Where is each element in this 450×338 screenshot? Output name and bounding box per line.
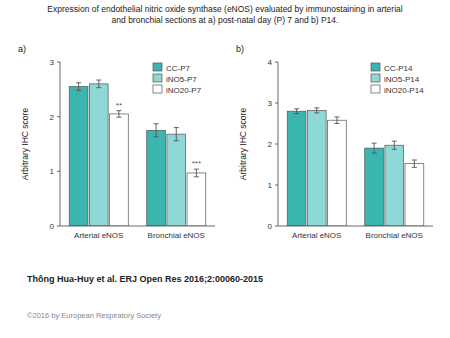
x-tick-label: Bronchial eNOS: [148, 231, 205, 240]
y-tick: [275, 144, 278, 145]
error-bar-path: [412, 160, 417, 167]
error-bar: [392, 141, 397, 149]
title: Expression of endothelial nitric oxide s…: [47, 4, 402, 14]
y-tick: [275, 226, 278, 227]
error-bar: [154, 124, 159, 137]
y-tick: [57, 62, 60, 63]
y-axis-label: Arbitrary IHC score: [20, 108, 30, 181]
y-tick-label: 1: [50, 167, 55, 176]
error-bar-path: [314, 108, 319, 113]
error-bar-path: [194, 169, 199, 177]
y-tick-label: 2: [50, 113, 55, 122]
legend-swatch: [371, 74, 380, 82]
error-bar: [314, 108, 319, 113]
error-bar-path: [392, 141, 397, 149]
y-tick: [57, 226, 60, 227]
x-tick-label: Arterial eNOS: [74, 231, 123, 240]
copyright: ©2016 by European Respiratory Society: [27, 311, 161, 320]
error-bar-path: [76, 83, 81, 91]
bar: [328, 120, 347, 226]
bar: [187, 173, 206, 226]
x-axis: [60, 226, 215, 227]
panel-label: b): [236, 44, 244, 54]
legend-swatch: [371, 63, 380, 71]
panel-label: a): [18, 44, 26, 54]
x-tick-label: Arterial eNOS: [292, 231, 341, 240]
legend: CC-P7 iNO5-P7 iNO20-P7: [153, 63, 202, 95]
y-tick: [275, 62, 278, 63]
marks: [287, 108, 424, 226]
bar: [385, 145, 404, 226]
y-axis-label: Arbitrary IHC score: [238, 108, 248, 181]
error-bar: [96, 80, 101, 88]
legend-swatch: [153, 63, 162, 71]
y-tick: [57, 171, 60, 172]
panel: a) Arbitrary IHC score 0 1 2 3 Arterial eNOS **…: [18, 44, 215, 240]
x-tick-label: Bronchial eNOS: [366, 231, 423, 240]
y-tick: [275, 103, 278, 104]
y-tick-label: 2: [268, 140, 273, 149]
title: and bronchial sections at a) post-natal …: [112, 15, 339, 25]
error-bar: [116, 111, 121, 118]
error-bar-path: [174, 128, 179, 141]
bar: [287, 111, 306, 226]
error-bar-path: [294, 109, 299, 114]
y-tick-label: 1: [268, 181, 273, 190]
bar: [147, 130, 166, 226]
legend-swatch: [153, 74, 162, 82]
legend-label: iNO20-P7: [166, 86, 202, 95]
legend-label: iNO5-P7: [166, 75, 197, 84]
legend-label: CC-P7: [166, 64, 191, 73]
x-axis: [278, 226, 433, 227]
y-axis: [278, 62, 279, 226]
bar: [110, 114, 129, 226]
error-bar-path: [154, 124, 159, 137]
figure: Expression of endothelial nitric oxide s…: [0, 0, 450, 338]
bar: [307, 110, 326, 226]
y-tick-label: 0: [50, 222, 55, 231]
error-bar: [334, 117, 339, 124]
error-bar: [372, 143, 377, 153]
bar: [69, 87, 88, 226]
background: [0, 0, 450, 338]
bar: [405, 164, 424, 226]
citation: Thông Hua-Huy et al. ERJ Open Res 2016;2…: [27, 274, 263, 284]
y-tick-label: 3: [50, 58, 55, 67]
y-tick-label: 3: [268, 99, 273, 108]
y-tick-label: 0: [268, 222, 273, 231]
legend: CC-P14 iNO5-P14 iNO20-P14: [371, 63, 424, 95]
error-bar: [194, 169, 199, 177]
legend-label: iNO20-P14: [384, 86, 424, 95]
error-bar: [174, 128, 179, 141]
legend-label: CC-P14: [384, 64, 413, 73]
legend-label: iNO5-P14: [384, 75, 420, 84]
error-bar-path: [334, 117, 339, 124]
marks: [69, 80, 206, 226]
error-bar-path: [96, 80, 101, 88]
y-tick: [275, 185, 278, 186]
annotation: ***: [192, 159, 201, 168]
y-axis: [60, 62, 61, 226]
error-bar: [412, 160, 417, 167]
bar: [167, 134, 186, 226]
error-bar-path: [116, 111, 121, 118]
legend-swatch: [371, 85, 380, 93]
bar: [89, 84, 108, 226]
y-tick: [57, 116, 60, 117]
error-bar: [294, 109, 299, 114]
annotation: **: [116, 101, 122, 110]
y-tick-label: 4: [268, 58, 273, 67]
bar: [365, 148, 384, 226]
panel: b) Arbitrary IHC score 0 1 2 3 4 Arterial eNOS B…: [236, 44, 433, 240]
legend-swatch: [153, 85, 162, 93]
error-bar: [76, 83, 81, 91]
error-bar-path: [372, 143, 377, 153]
